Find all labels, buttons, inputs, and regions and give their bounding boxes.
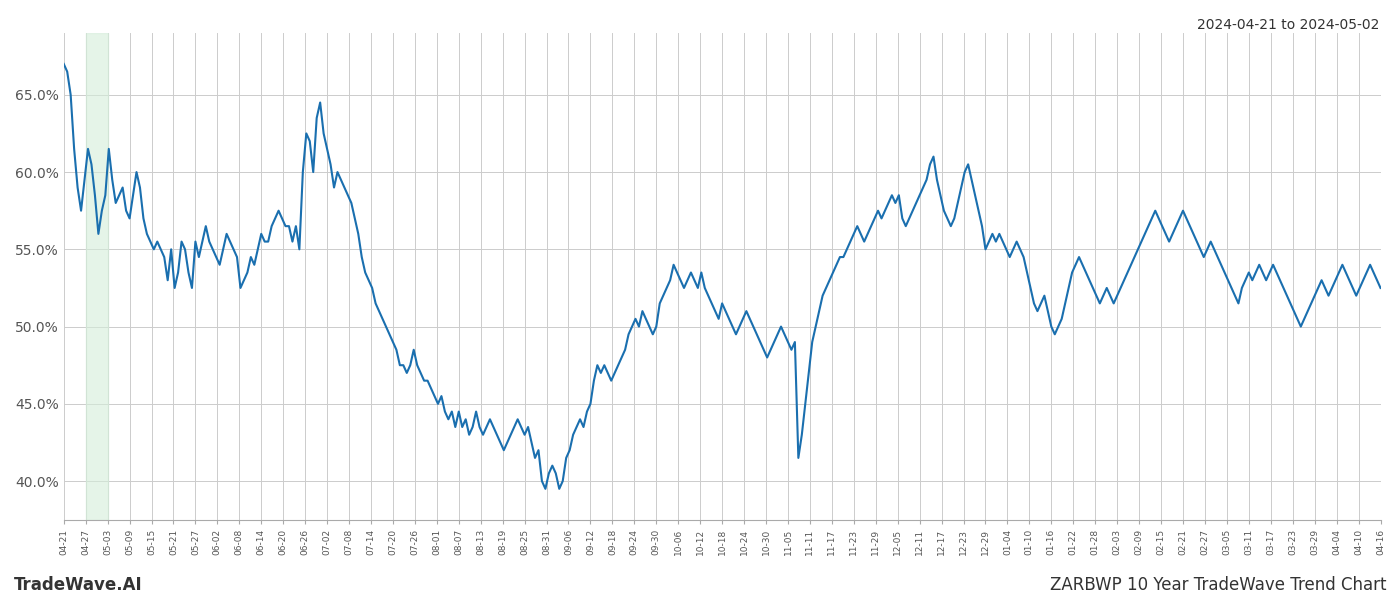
Bar [85,33,108,520]
Text: 2024-04-21 to 2024-05-02: 2024-04-21 to 2024-05-02 [1197,18,1379,32]
Text: ZARBWP 10 Year TradeWave Trend Chart: ZARBWP 10 Year TradeWave Trend Chart [1050,576,1386,594]
Text: TradeWave.AI: TradeWave.AI [14,576,143,594]
